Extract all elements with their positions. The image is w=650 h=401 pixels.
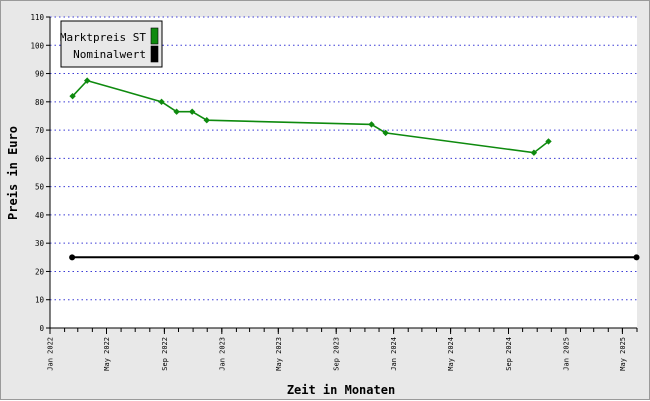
series-line bbox=[72, 79, 549, 154]
x-tick-label: May 2023 bbox=[275, 337, 283, 371]
data-point-marker bbox=[545, 138, 552, 145]
x-tick-label: May 2022 bbox=[103, 337, 111, 371]
y-tick-label: 40 bbox=[35, 211, 45, 220]
y-axis-label: Preis in Euro bbox=[6, 126, 20, 220]
data-point-marker bbox=[158, 98, 165, 106]
y-tick-label: 100 bbox=[30, 41, 44, 50]
x-tick-label: May 2024 bbox=[447, 337, 455, 371]
y-tick-label: 0 bbox=[39, 324, 44, 333]
series-layer bbox=[69, 77, 640, 261]
y-tick-label: 50 bbox=[35, 183, 45, 192]
plot-area bbox=[50, 17, 637, 328]
data-point-marker bbox=[368, 121, 375, 128]
grid-lines bbox=[50, 16, 637, 301]
data-point-marker bbox=[203, 116, 210, 124]
y-tick-label: 80 bbox=[35, 98, 45, 107]
x-tick-label: Jan 2025 bbox=[562, 337, 570, 371]
data-point-marker bbox=[382, 129, 389, 137]
legend-label-nominalwert: Nominalwert bbox=[73, 48, 146, 61]
y-tick-label: 110 bbox=[30, 13, 44, 22]
x-tick-label: Jan 2022 bbox=[47, 337, 55, 371]
x-tick-label: May 2025 bbox=[619, 337, 627, 371]
legend-label-marktpreis: Marktpreis ST bbox=[60, 31, 146, 44]
legend-swatch-marktpreis bbox=[150, 27, 159, 45]
y-axis-ticks: 0 10 20 30 40 50 60 70 80 90 100 110 bbox=[30, 13, 50, 333]
data-point-marker bbox=[188, 108, 196, 115]
data-point-marker bbox=[633, 254, 640, 261]
x-tick-label: Jan 2024 bbox=[390, 337, 398, 371]
y-tick-label: 60 bbox=[35, 154, 45, 163]
data-point-marker bbox=[69, 254, 76, 261]
data-point-marker bbox=[69, 92, 76, 100]
axes bbox=[49, 17, 637, 329]
x-tick-label: Sep 2024 bbox=[505, 337, 513, 371]
x-tick-label: Sep 2023 bbox=[333, 337, 341, 371]
legend-swatch-nominalwert bbox=[150, 45, 159, 63]
data-point-marker bbox=[83, 77, 91, 84]
y-tick-label: 30 bbox=[35, 239, 45, 248]
x-axis-label: Zeit in Monaten bbox=[287, 383, 395, 397]
x-tick-label: Sep 2022 bbox=[161, 337, 169, 371]
y-tick-label: 20 bbox=[35, 267, 45, 276]
y-tick-label: 90 bbox=[35, 70, 45, 79]
y-tick-label: 10 bbox=[35, 296, 45, 305]
legend: Marktpreis ST Nominalwert bbox=[60, 20, 163, 68]
x-tick-label: Jan 2023 bbox=[218, 337, 226, 371]
x-axis-ticks: Jan 2022 May 2022 Sep 2022 Jan 2023 May 2023… bbox=[47, 328, 638, 371]
y-tick-label: 70 bbox=[35, 126, 45, 135]
data-point-marker bbox=[173, 108, 180, 115]
data-point-marker bbox=[530, 149, 538, 156]
legend-box bbox=[60, 20, 163, 68]
